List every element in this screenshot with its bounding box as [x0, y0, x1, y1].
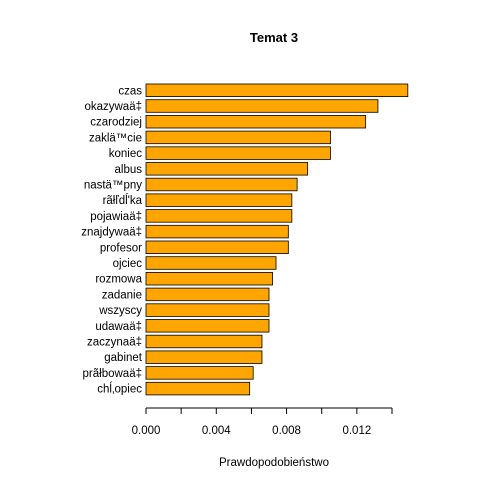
x-tick-label-2: 0.004 — [202, 425, 231, 437]
category-label-11: ojciec — [113, 258, 143, 270]
bar-4 — [145, 146, 331, 160]
x-axis-label: Prawdopodobieństwo — [219, 457, 329, 469]
bar-7 — [145, 193, 293, 207]
bar-2 — [145, 115, 367, 129]
bar-3 — [145, 130, 331, 145]
category-label-13: zadanie — [102, 289, 142, 301]
category-label-3: zaklä™cie — [89, 132, 142, 144]
bar-1 — [145, 99, 379, 113]
bar-0 — [145, 83, 409, 98]
bars-group — [145, 83, 409, 396]
bar-8 — [145, 209, 293, 223]
chart-title: Temat 3 — [250, 30, 298, 45]
bar-6 — [145, 177, 298, 192]
x-axis: 0.000 0.004 0.008 0.012 — [132, 407, 393, 437]
category-labels: czas okazywaä‡ czarodziej zaklä™cie koniec al… — [81, 85, 143, 395]
category-label-10: profesor — [100, 242, 142, 254]
category-label-19: chĺ‚opiec — [97, 383, 142, 396]
bar-12 — [145, 271, 273, 286]
bar-13 — [145, 287, 270, 302]
bar-9 — [145, 224, 289, 239]
bar-14 — [145, 303, 270, 317]
category-label-4: koniec — [109, 148, 142, 160]
bar-16 — [145, 334, 263, 349]
category-label-15: udawaä‡ — [95, 321, 142, 333]
bar-11 — [145, 256, 277, 270]
bar-5 — [145, 162, 309, 176]
category-label-16: zaczynaä‡ — [87, 337, 142, 349]
x-tick-label-6: 0.012 — [342, 425, 371, 437]
x-tick-label-0: 0.000 — [132, 425, 161, 437]
category-label-6: nastä™pny — [84, 180, 142, 192]
category-label-0: czas — [118, 85, 142, 97]
bar-18 — [145, 366, 254, 380]
category-label-18: prãłbowaä‡ — [83, 368, 142, 380]
category-label-8: pojawiaä‡ — [90, 211, 142, 223]
category-label-1: okazywaä‡ — [84, 101, 142, 113]
bar-10 — [145, 240, 289, 255]
category-label-7: rãłľdĺ'ka — [103, 194, 143, 207]
category-label-14: wszyscy — [98, 305, 142, 317]
category-label-5: albus — [115, 164, 143, 176]
bar-15 — [145, 319, 270, 333]
category-label-2: czarodziej — [90, 117, 142, 129]
category-label-12: rozmowa — [95, 274, 142, 286]
bar-17 — [145, 350, 263, 364]
category-label-17: gabinet — [104, 352, 143, 364]
bar-19 — [145, 381, 251, 396]
category-label-9: znajdywaä‡ — [81, 227, 142, 239]
x-tick-label-4: 0.008 — [272, 425, 301, 437]
